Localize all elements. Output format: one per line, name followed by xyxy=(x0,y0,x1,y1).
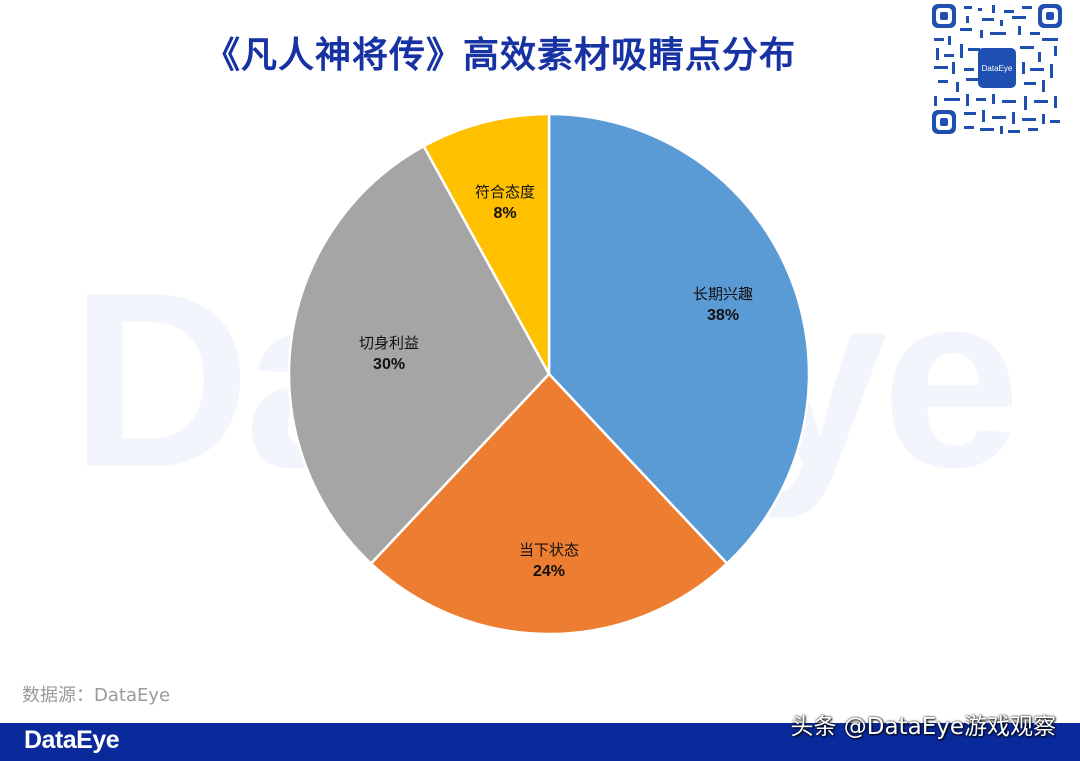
slice-category: 符合态度 xyxy=(475,182,536,201)
chart-title: 《凡人神将传》高效素材吸睛点分布 xyxy=(203,35,796,76)
footer-logo: DataEye xyxy=(24,726,120,754)
slice-category: 长期兴趣 xyxy=(693,285,754,304)
qr-center-label: DataEye xyxy=(982,64,1013,73)
slice-percent: 8% xyxy=(493,204,517,222)
slice-percent: 38% xyxy=(707,307,740,325)
data-source-note: 数据源：DataEye xyxy=(22,685,171,706)
slice-label: 长期兴趣 38% xyxy=(693,284,753,326)
slice-label: 当下状态 24% xyxy=(519,540,579,582)
slice-category: 当下状态 xyxy=(518,541,580,560)
pie-slice xyxy=(422,112,551,376)
slice-label: 符合态度 8% xyxy=(475,182,535,224)
pie-slice xyxy=(369,372,729,636)
slice-category: 切身利益 xyxy=(359,333,420,352)
footer-bar: DataEye xyxy=(0,723,1080,761)
pie-slice xyxy=(287,144,551,565)
slice-percent: 24% xyxy=(532,563,566,581)
qr-code: DataEye xyxy=(930,2,1064,136)
pie-slice xyxy=(547,112,811,565)
footer-credit: 头条 @DataEye游戏观察 xyxy=(790,714,1056,740)
slice-label: 切身利益 30% xyxy=(359,333,419,375)
slice-percent: 30% xyxy=(373,355,406,373)
